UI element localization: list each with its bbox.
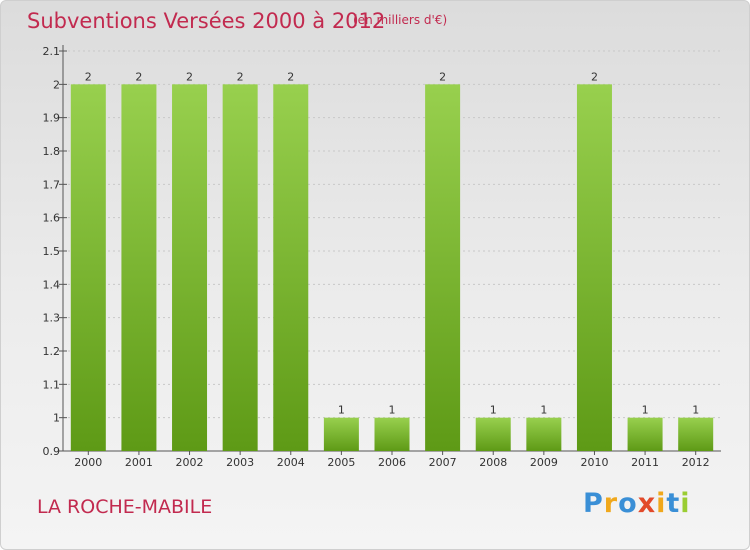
y-tick-label: 1.7 xyxy=(43,178,61,191)
x-tick-label-2000: 2000 xyxy=(74,456,102,469)
bar-2006 xyxy=(374,417,410,451)
data-label-2001: 2 xyxy=(135,70,142,83)
x-tick-label-2008: 2008 xyxy=(479,456,507,469)
x-tick-label-2012: 2012 xyxy=(682,456,710,469)
y-tick-label: 1.3 xyxy=(43,312,61,325)
commune-name: LA ROCHE-MABILE xyxy=(37,496,213,518)
x-tick-label-2006: 2006 xyxy=(378,456,406,469)
bar-2001 xyxy=(121,84,157,451)
y-tick-label: 1.9 xyxy=(43,112,61,125)
y-tick-label: 1.6 xyxy=(43,212,61,225)
bar-2005 xyxy=(323,417,359,451)
data-label-2011: 1 xyxy=(642,404,649,417)
bars xyxy=(70,84,714,451)
bar-2010 xyxy=(576,84,612,451)
x-tick-label-2004: 2004 xyxy=(277,456,305,469)
y-tick-label: 1 xyxy=(53,412,60,425)
bar-2003 xyxy=(222,84,258,451)
data-label-2002: 2 xyxy=(186,70,193,83)
y-tick-label: 1.8 xyxy=(43,145,61,158)
chart-subtitle: (en milliers d'€) xyxy=(353,13,448,27)
x-tick-label-2001: 2001 xyxy=(125,456,153,469)
x-tick-label-2003: 2003 xyxy=(226,456,254,469)
bar-2007 xyxy=(425,84,461,451)
logo-letter: i xyxy=(656,488,667,519)
logo-letter: o xyxy=(618,488,638,519)
logo-letter: x xyxy=(637,488,657,519)
data-label-2012: 1 xyxy=(692,404,699,417)
chart-title: Subventions Versées 2000 à 2012 xyxy=(27,9,386,33)
bar-2004 xyxy=(273,84,309,451)
axes xyxy=(59,45,721,455)
y-tick-label: 1.4 xyxy=(43,278,61,291)
bar-2012 xyxy=(678,417,714,451)
data-label-2009: 1 xyxy=(540,404,547,417)
x-tick-label-2002: 2002 xyxy=(176,456,204,469)
y-tick-label: 1.2 xyxy=(43,345,61,358)
bar-2011 xyxy=(627,417,663,451)
y-tick-label: 0.9 xyxy=(43,445,61,458)
logo-letter: P xyxy=(583,488,604,519)
bar-2002 xyxy=(172,84,208,451)
logo-letter: r xyxy=(603,488,619,519)
y-tick-label: 2 xyxy=(53,78,60,91)
data-label-2010: 2 xyxy=(591,70,598,83)
data-label-2006: 1 xyxy=(389,404,396,417)
data-label-2004: 2 xyxy=(287,70,294,83)
x-tick-label-2011: 2011 xyxy=(631,456,659,469)
bar-2009 xyxy=(526,417,562,451)
logo-letter: t xyxy=(666,488,681,519)
logo-letter: i xyxy=(680,488,691,519)
x-tick-label-2010: 2010 xyxy=(580,456,608,469)
bar-2000 xyxy=(70,84,106,451)
y-tick-label: 1.1 xyxy=(43,378,61,391)
x-tick-label-2007: 2007 xyxy=(429,456,457,469)
data-label-2003: 2 xyxy=(237,70,244,83)
data-label-2000: 2 xyxy=(85,70,92,83)
grid-lines xyxy=(63,50,721,452)
labels: 0.9 1 1.1 1.2 1.3 1.4 1.5 1.6 1.7 1.8 1.9 2 2.1 2 2000… xyxy=(43,45,710,469)
x-tick-label-2009: 2009 xyxy=(530,456,558,469)
data-label-2005: 1 xyxy=(338,404,345,417)
data-label-2007: 2 xyxy=(439,70,446,83)
y-tick-label: 2.1 xyxy=(43,45,61,58)
bar-2008 xyxy=(475,417,511,451)
x-tick-label-2005: 2005 xyxy=(327,456,355,469)
data-label-2008: 1 xyxy=(490,404,497,417)
y-tick-label: 1.5 xyxy=(43,245,61,258)
proxiti-logo: Proxiti xyxy=(583,488,691,519)
